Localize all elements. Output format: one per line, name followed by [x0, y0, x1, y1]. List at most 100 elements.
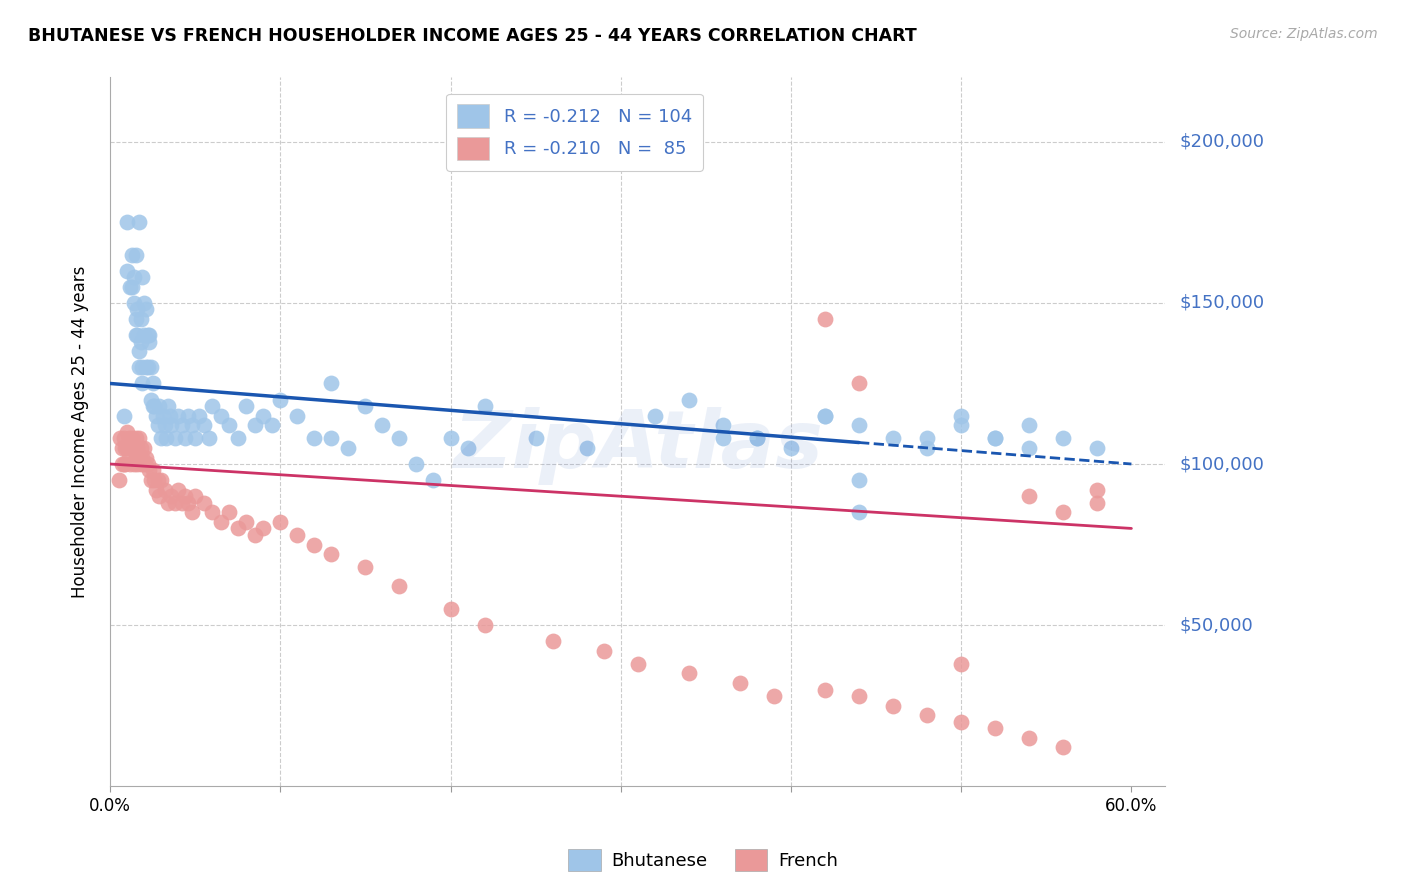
- Point: [627, 657, 650, 671]
- Point: [285, 528, 308, 542]
- Point: [198, 431, 221, 445]
- Point: [112, 409, 135, 423]
- Point: [321, 376, 343, 391]
- Text: BHUTANESE VS FRENCH HOUSEHOLDER INCOME AGES 25 - 44 YEARS CORRELATION CHART: BHUTANESE VS FRENCH HOUSEHOLDER INCOME A…: [28, 27, 917, 45]
- Point: [163, 431, 186, 445]
- Point: [1018, 489, 1040, 503]
- Point: [142, 376, 165, 391]
- Point: [107, 473, 129, 487]
- Point: [524, 431, 547, 445]
- Point: [915, 431, 938, 445]
- Point: [112, 431, 135, 445]
- Point: [848, 505, 870, 519]
- Text: $100,000: $100,000: [1180, 455, 1264, 473]
- Point: [814, 682, 837, 697]
- Point: [131, 376, 153, 391]
- Point: [848, 689, 870, 703]
- Point: [915, 708, 938, 723]
- Point: [115, 425, 138, 439]
- Point: [269, 515, 291, 529]
- Point: [728, 676, 751, 690]
- Point: [129, 457, 152, 471]
- Text: ZipAtlas: ZipAtlas: [453, 407, 823, 485]
- Point: [135, 360, 157, 375]
- Point: [159, 409, 181, 423]
- Point: [163, 496, 186, 510]
- Point: [139, 392, 162, 407]
- Point: [124, 431, 146, 445]
- Point: [321, 431, 343, 445]
- Point: [121, 280, 143, 294]
- Point: [129, 312, 152, 326]
- Point: [848, 473, 870, 487]
- Point: [118, 431, 141, 445]
- Point: [984, 721, 1007, 735]
- Point: [1052, 431, 1074, 445]
- Point: [235, 399, 257, 413]
- Point: [541, 634, 564, 648]
- Point: [142, 463, 165, 477]
- Point: [354, 560, 377, 574]
- Point: [304, 537, 326, 551]
- Point: [127, 328, 149, 343]
- Point: [127, 441, 149, 455]
- Point: [950, 714, 973, 729]
- Point: [269, 392, 291, 407]
- Point: [121, 247, 143, 261]
- Point: [153, 483, 176, 497]
- Point: [118, 450, 141, 465]
- Point: [120, 457, 142, 471]
- Point: [337, 441, 360, 455]
- Point: [304, 431, 326, 445]
- Point: [124, 450, 146, 465]
- Point: [1052, 740, 1074, 755]
- Point: [128, 344, 150, 359]
- Point: [135, 302, 157, 317]
- Point: [121, 431, 143, 445]
- Point: [950, 657, 973, 671]
- Point: [1085, 496, 1108, 510]
- Point: [156, 496, 179, 510]
- Point: [180, 505, 202, 519]
- Point: [128, 431, 150, 445]
- Point: [780, 441, 803, 455]
- Point: [388, 579, 411, 593]
- Point: [439, 602, 461, 616]
- Point: [321, 547, 343, 561]
- Point: [143, 399, 166, 413]
- Point: [148, 399, 170, 413]
- Point: [112, 457, 135, 471]
- Point: [457, 441, 479, 455]
- Point: [136, 360, 159, 375]
- Point: [1018, 441, 1040, 455]
- Point: [111, 441, 134, 455]
- Point: [252, 409, 274, 423]
- Point: [260, 418, 283, 433]
- Point: [201, 399, 224, 413]
- Point: [160, 489, 183, 503]
- Text: Source: ZipAtlas.com: Source: ZipAtlas.com: [1230, 27, 1378, 41]
- Point: [122, 457, 145, 471]
- Point: [243, 528, 266, 542]
- Point: [148, 489, 170, 503]
- Point: [136, 457, 159, 471]
- Point: [252, 521, 274, 535]
- Point: [120, 441, 142, 455]
- Point: [134, 328, 156, 343]
- Point: [145, 483, 167, 497]
- Point: [115, 441, 138, 455]
- Point: [814, 409, 837, 423]
- Point: [848, 418, 870, 433]
- Point: [950, 418, 973, 433]
- Point: [131, 270, 153, 285]
- Point: [1085, 483, 1108, 497]
- Point: [1018, 731, 1040, 745]
- Point: [167, 409, 190, 423]
- Point: [150, 473, 173, 487]
- Point: [128, 360, 150, 375]
- Point: [135, 450, 157, 465]
- Point: [122, 296, 145, 310]
- Point: [122, 270, 145, 285]
- Point: [114, 441, 136, 455]
- Point: [146, 418, 169, 433]
